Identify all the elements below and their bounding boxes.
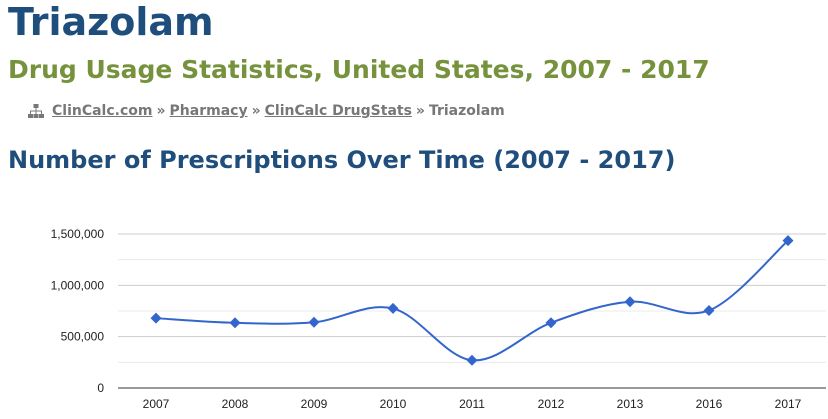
x-tick-label: 2008	[222, 397, 249, 411]
data-point	[150, 312, 162, 324]
x-tick-label: 2011	[459, 397, 485, 411]
page-title: Triazolam	[8, 0, 214, 44]
data-point	[545, 317, 557, 329]
data-point	[308, 316, 320, 328]
breadcrumb-separator: »	[156, 103, 166, 119]
breadcrumb-link-clincalc[interactable]: ClinCalc.com	[52, 103, 153, 119]
y-tick-label: 1,000,000	[51, 278, 105, 292]
x-tick-label: 2013	[617, 397, 644, 411]
x-tick-label: 2012	[538, 397, 565, 411]
y-tick-label: 1,500,000	[51, 227, 105, 241]
breadcrumb-separator: »	[415, 103, 425, 119]
x-tick-label: 2007	[143, 397, 170, 411]
data-point	[466, 354, 478, 366]
data-point	[387, 302, 399, 314]
x-tick-label: 2017	[775, 397, 802, 411]
sitemap-icon	[28, 104, 44, 118]
breadcrumb: ClinCalc.com » Pharmacy » ClinCalc DrugS…	[28, 103, 505, 119]
breadcrumb-link-pharmacy[interactable]: Pharmacy	[169, 103, 248, 119]
section-title: Number of Prescriptions Over Time (2007 …	[8, 146, 676, 174]
breadcrumb-separator: »	[251, 103, 261, 119]
data-point	[229, 317, 241, 329]
y-tick-label: 0	[97, 381, 104, 395]
x-tick-label: 2016	[696, 397, 723, 411]
data-point	[782, 235, 794, 247]
data-point	[624, 296, 636, 308]
data-point	[703, 304, 715, 316]
x-tick-label: 2010	[380, 397, 407, 411]
y-tick-label: 500,000	[61, 330, 105, 344]
breadcrumb-link-drugstats[interactable]: ClinCalc DrugStats	[264, 103, 412, 119]
series-line	[155, 239, 789, 362]
breadcrumb-current: Triazolam	[428, 103, 505, 119]
x-tick-label: 2009	[301, 397, 328, 411]
page-subtitle: Drug Usage Statistics, United States, 20…	[8, 55, 710, 84]
